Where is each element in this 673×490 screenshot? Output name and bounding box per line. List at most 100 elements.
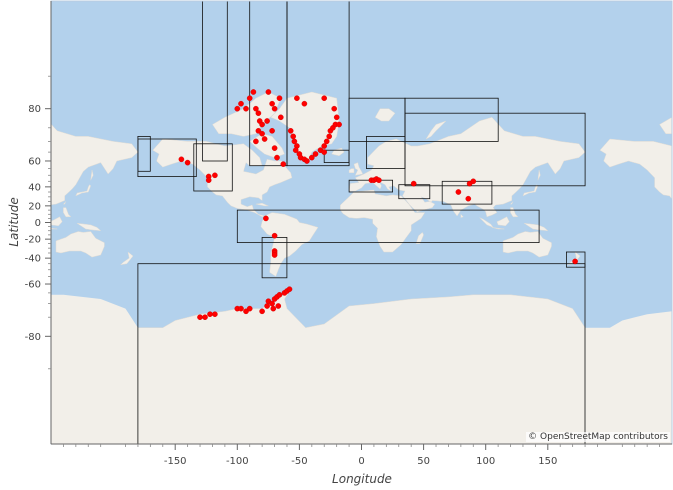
x-tick-label: 0 (358, 456, 364, 467)
data-point (202, 314, 208, 321)
landmass-new-guinea-wrap (76, 223, 102, 232)
x-tick-label: -50 (291, 456, 307, 467)
x-axis-title: Longitude (332, 472, 392, 486)
data-point (308, 154, 315, 161)
region-box (441, 180, 493, 205)
observation-points (178, 89, 578, 321)
y-tick-label: -20 (25, 235, 41, 246)
data-point (259, 130, 265, 137)
data-point (321, 143, 328, 149)
landmass-antarctica (137, 289, 586, 444)
landmass-eurasia-wrap (51, 123, 139, 205)
y-tick-label: 20 (28, 201, 41, 212)
data-point (234, 105, 241, 112)
data-point (207, 311, 213, 318)
data-point (205, 177, 212, 183)
landmass-sakhalin-wrap (90, 169, 94, 181)
data-point (184, 159, 191, 166)
landmass-great-britain (353, 162, 364, 176)
data-point (376, 177, 382, 183)
data-point (286, 286, 293, 293)
data-point (292, 147, 299, 153)
data-point (212, 172, 218, 179)
data-point (265, 89, 272, 95)
y-axis-title: Latitude (7, 197, 21, 246)
data-point (323, 138, 330, 145)
data-point (294, 95, 300, 101)
data-point (333, 114, 340, 121)
data-point (312, 151, 319, 157)
x-axis: -150 -100 -50 0 50 100 150 (51, 443, 672, 467)
data-point (243, 105, 249, 112)
data-point (287, 127, 294, 134)
data-point (259, 121, 265, 128)
data-point (270, 305, 277, 312)
data-point (259, 308, 265, 315)
data-point (277, 114, 284, 121)
data-point (276, 291, 283, 298)
landmass-madagascar (415, 231, 424, 244)
landmass-japan (522, 184, 539, 197)
landmass-cuba (255, 202, 269, 207)
x-tick-label: -100 (226, 456, 249, 467)
data-point (304, 158, 310, 164)
x-tick-label: 50 (417, 456, 430, 467)
region-box (137, 263, 586, 444)
data-point (253, 105, 259, 112)
data-point (271, 105, 278, 112)
data-point (271, 145, 278, 151)
y-tick-label: -80 (25, 332, 41, 343)
landmass-ireland (348, 168, 355, 173)
region-box (137, 138, 197, 177)
landmass-eurasia (348, 117, 586, 218)
landmass-baffin-island (249, 133, 285, 158)
data-point (301, 100, 308, 107)
y-axis: 80 60 40 20 0 -20 -40 -60 -80 (25, 1, 52, 444)
landmass-svalbard (374, 108, 396, 122)
landmass-taiwan (509, 201, 514, 205)
y-tick-label: 60 (28, 156, 41, 167)
region-box (404, 112, 586, 187)
landmass-novaya-zemlya (425, 120, 447, 140)
data-point (321, 149, 328, 155)
data-point (238, 305, 244, 312)
data-point (269, 127, 275, 134)
data-point (410, 180, 417, 187)
landmass-sakhalin (537, 169, 541, 181)
region-box (236, 209, 540, 244)
data-point (269, 100, 275, 107)
landmass-borneo-wrap (51, 216, 63, 227)
region-box (286, 1, 350, 167)
region-boundaries (137, 1, 586, 444)
land-masses (51, 91, 672, 444)
data-point (178, 156, 185, 163)
landmass-borneo (496, 216, 510, 227)
x-tick-label: 100 (476, 456, 495, 467)
landmass-arctic-archipelago-wrap (659, 117, 672, 134)
map-plot-area[interactable] (0, 1, 673, 444)
data-point (255, 110, 262, 116)
landmass-antarctica-wrap (585, 311, 672, 444)
data-point (197, 314, 203, 321)
data-point (264, 118, 270, 124)
landmass-new-guinea (524, 223, 549, 232)
data-point (250, 89, 257, 95)
landmass-sri-lanka (460, 213, 464, 218)
y-tick-label: 40 (28, 182, 41, 193)
y-tick-label: -40 (25, 254, 41, 265)
data-point (321, 95, 328, 101)
data-point (261, 136, 268, 142)
data-point (336, 121, 342, 128)
landmass-taiwan-wrap (62, 201, 67, 205)
landmass-java (491, 227, 505, 230)
landmass-africa (340, 189, 426, 253)
map-attribution[interactable]: © OpenStreetMap contributors (526, 432, 670, 442)
region-box (566, 251, 586, 268)
data-point (263, 215, 269, 222)
data-point (274, 154, 280, 161)
data-point (470, 178, 477, 185)
data-point (275, 303, 282, 309)
data-point (238, 100, 244, 107)
y-tick-label: -60 (25, 280, 41, 291)
data-point (212, 311, 218, 318)
